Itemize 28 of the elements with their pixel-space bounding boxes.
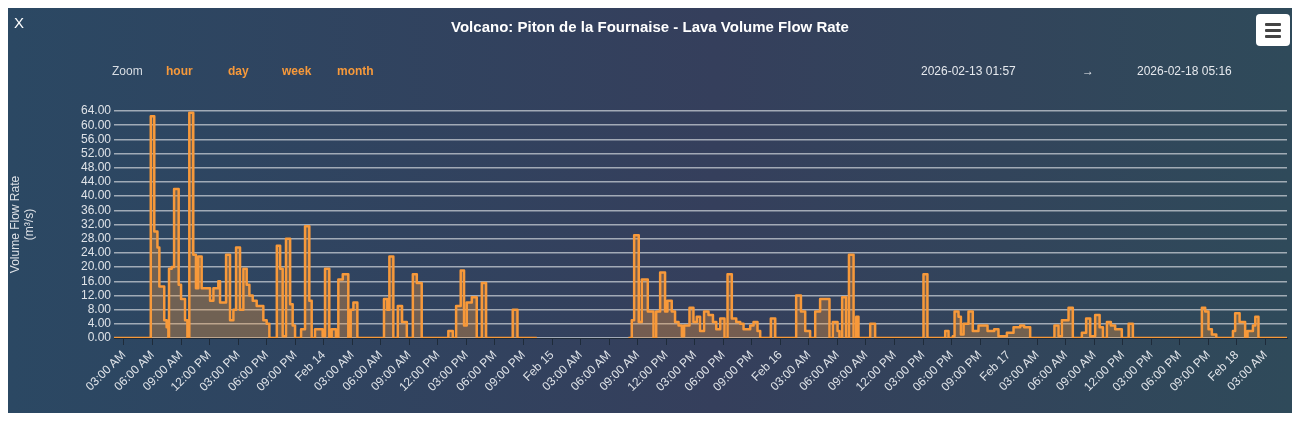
text: week — [282, 64, 312, 78]
text: month — [337, 64, 374, 78]
y-tick-label: 12.00 — [80, 287, 112, 302]
text: → — [1082, 64, 1094, 78]
y-tick-label: 24.00 — [80, 245, 112, 260]
y-tick-label: 60.00 — [80, 117, 112, 132]
text: hour — [166, 64, 193, 78]
y-tick-label: 20.00 — [80, 259, 112, 274]
y-tick-label: 56.00 — [80, 131, 112, 146]
text: 2026-02-18 05:16 — [1137, 64, 1232, 78]
y-tick-label: 36.00 — [80, 202, 112, 217]
y-tick-label: 8.00 — [87, 301, 112, 316]
text: day — [228, 64, 249, 78]
y-tick-label: 52.00 — [80, 145, 112, 160]
y-tick-label: 16.00 — [80, 273, 112, 288]
y-axis-title: Volume Flow Rate (m³/s) — [7, 175, 36, 274]
y-tick-label: 0.00 — [87, 330, 112, 345]
y-tick-label: 48.00 — [80, 160, 112, 175]
y-tick-label: 44.00 — [80, 174, 112, 189]
y-tick-label: 32.00 — [80, 216, 112, 231]
y-tick-label: 4.00 — [87, 316, 112, 331]
text: 2026-02-13 01:57 — [921, 64, 1016, 78]
y-tick-label: 64.00 — [80, 103, 112, 118]
text: X — [14, 14, 25, 31]
chart-title: Volcano: Piton de la Fournaise - Lava Volume Flow Rate — [451, 18, 849, 35]
y-tick-label: 28.00 — [80, 231, 112, 245]
y-tick-label: 40.00 — [80, 188, 112, 203]
text: Zoom — [112, 64, 143, 78]
